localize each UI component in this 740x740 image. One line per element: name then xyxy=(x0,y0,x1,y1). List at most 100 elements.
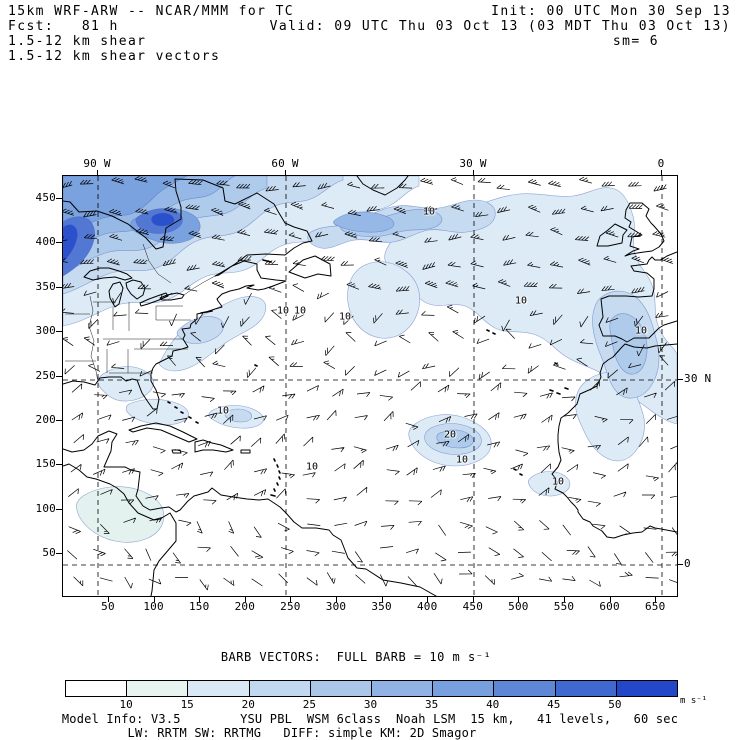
init-time: Init: 00 UTC Mon 30 Sep 13 xyxy=(491,4,731,19)
colorbar-tick-label: 30 xyxy=(363,698,378,711)
contour-value-label: 10 xyxy=(305,461,319,473)
y-gridpoint-label: 50 xyxy=(42,546,56,560)
contour-value-label: 10 xyxy=(422,206,436,218)
wind-barb-layer xyxy=(63,176,677,591)
x-gridpoint-tick xyxy=(472,597,474,602)
smoothing-label: sm= 6 xyxy=(612,34,659,49)
lon-tick xyxy=(473,170,474,175)
x-gridpoint-label: 150 xyxy=(188,600,210,613)
x-gridpoint-label: 50 xyxy=(101,600,115,613)
colorbar-segment xyxy=(188,681,250,696)
colorbar-tick-label: 25 xyxy=(302,698,317,711)
lon-label: 0 xyxy=(657,157,665,170)
model-info-line2: LW: RRTM SW: RRTMG DIFF: simple KM: 2D S… xyxy=(0,726,740,740)
contour-value-label: 10 xyxy=(455,454,469,466)
x-gridpoint-label: 300 xyxy=(325,600,347,613)
latlon-grid-lines xyxy=(63,176,677,596)
contour-value-label: 10 xyxy=(338,311,352,323)
y-gridpoint-label: 350 xyxy=(35,279,56,293)
x-gridpoint-label: 400 xyxy=(416,600,438,613)
field-name: 1.5-12 km shear xyxy=(8,34,147,49)
lat-label: 0 xyxy=(684,557,691,570)
lat-tick xyxy=(678,564,683,565)
x-gridpoint-label: 250 xyxy=(280,600,301,613)
colorbar-segment xyxy=(66,681,128,696)
x-gridpoint-label: 450 xyxy=(462,600,484,613)
coastline-layer xyxy=(63,176,677,596)
x-gridpoint-tick xyxy=(153,597,155,602)
contour-value-label: 10 xyxy=(634,325,648,337)
x-gridpoint-tick xyxy=(108,597,109,602)
y-gridpoint-label: 300 xyxy=(35,324,56,338)
contour-value-label: 10 xyxy=(514,295,528,307)
x-gridpoint-tick xyxy=(336,597,337,602)
colorbar xyxy=(65,680,678,697)
contour-value-label: 10 xyxy=(276,305,290,317)
contour-value-label: 10 xyxy=(216,405,230,417)
colorbar-segment xyxy=(310,681,373,696)
lat-label: 30 N xyxy=(684,372,712,385)
colorbar-tick-label: 35 xyxy=(424,698,439,711)
x-gridpoint-tick xyxy=(609,597,611,602)
y-gridpoint-label: 250 xyxy=(35,368,56,382)
x-gridpoint-tick xyxy=(518,597,520,602)
y-gridpoint-tick xyxy=(56,464,62,466)
colorbar-segment xyxy=(433,681,495,696)
model-info-line2-text: LW: RRTM SW: RRTMG DIFF: simple KM: 2D S… xyxy=(127,726,477,740)
forecast-hour: Fcst: 81 h xyxy=(8,19,119,34)
colorbar-segment xyxy=(249,681,311,696)
x-gridpoint-label: 650 xyxy=(644,600,666,613)
x-gridpoint-tick xyxy=(381,597,383,602)
contour-value-label: 20 xyxy=(443,429,457,441)
colorbar-segment xyxy=(127,681,189,696)
y-gridpoint-tick xyxy=(56,286,62,288)
lon-label: 90 W xyxy=(83,157,111,170)
colorbar-segment xyxy=(555,681,617,696)
state-borders-layer xyxy=(65,243,216,383)
colorbar-tick-label: 15 xyxy=(180,698,194,711)
lon-tick xyxy=(661,170,662,175)
x-gridpoint-tick xyxy=(244,597,246,602)
x-gridpoint-tick xyxy=(564,597,565,602)
x-gridpoint-label: 100 xyxy=(143,600,164,613)
colorbar-tick-label: 20 xyxy=(241,698,255,711)
contour-value-label: 10 xyxy=(293,305,307,317)
x-gridpoint-label: 500 xyxy=(508,600,529,613)
model-info-line1: Model Info: V3.5 YSU PBL WSM 6class Noah… xyxy=(61,712,679,726)
model-title: 15km WRF-ARW -- NCAR/MMM for TC xyxy=(8,4,295,19)
y-gridpoint-label: 400 xyxy=(35,235,56,249)
colorbar-segment xyxy=(494,681,556,696)
x-gridpoint-tick xyxy=(655,597,657,602)
y-gridpoint-tick xyxy=(56,508,62,510)
lat-tick xyxy=(678,379,683,380)
x-gridpoint-label: 550 xyxy=(553,600,575,613)
x-gridpoint-tick xyxy=(427,597,429,602)
y-gridpoint-label: 100 xyxy=(35,501,56,515)
colorbar-segment xyxy=(616,681,678,696)
colorbar-unit-label: m s⁻¹ xyxy=(680,696,708,706)
x-gridpoint-tick xyxy=(290,597,292,602)
x-gridpoint-label: 200 xyxy=(234,600,256,613)
y-gridpoint-tick xyxy=(56,331,62,333)
colorbar-tick-label: 10 xyxy=(119,698,133,711)
map-canvas xyxy=(63,176,677,596)
x-gridpoint-tick xyxy=(199,597,201,602)
y-gridpoint-label: 200 xyxy=(35,413,56,426)
x-gridpoint-label: 350 xyxy=(371,600,392,613)
colorbar-tick-label: 40 xyxy=(486,698,500,711)
y-gridpoint-label: 150 xyxy=(35,457,56,471)
contour-value-label: 10 xyxy=(551,476,565,488)
y-gridpoint-label: 450 xyxy=(35,191,56,204)
lon-label: 30 W xyxy=(459,157,487,170)
y-gridpoint-tick xyxy=(56,242,62,244)
colorbar-tick-label: 45 xyxy=(547,698,561,711)
field-name-vectors: 1.5-12 km shear vectors xyxy=(8,49,221,64)
colorbar-segment xyxy=(372,681,434,696)
map-frame: 10 10 10 10 10 20 10 10 10 10 10 xyxy=(62,175,678,597)
colorbar-tick-label: 50 xyxy=(608,698,622,711)
y-gridpoint-tick xyxy=(56,420,62,421)
y-gridpoint-tick xyxy=(56,553,62,555)
y-gridpoint-tick xyxy=(56,375,62,377)
lon-tick xyxy=(97,170,98,175)
